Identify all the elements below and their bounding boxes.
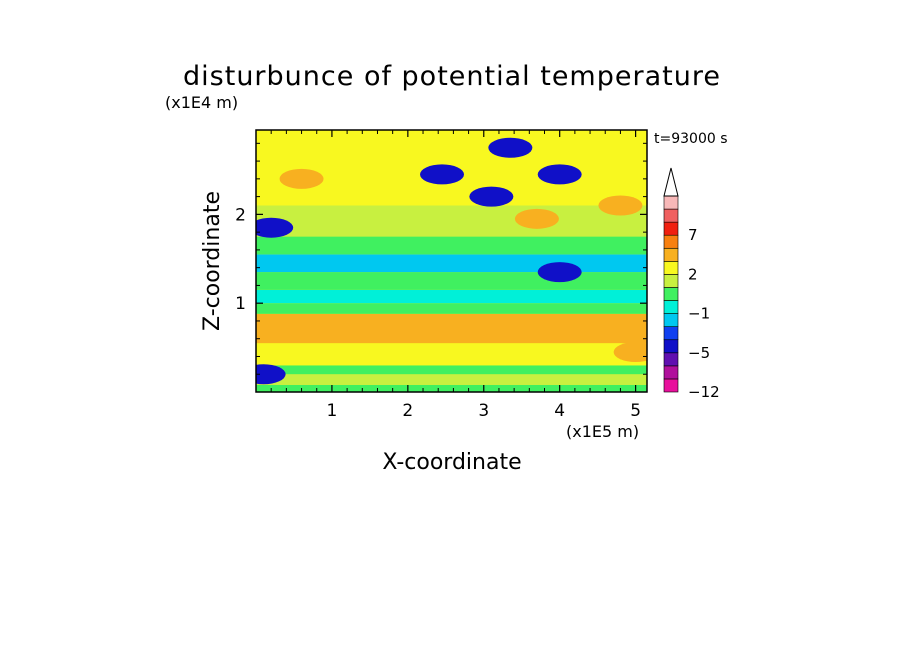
colorbar-swatch	[663, 234, 679, 249]
field-band	[256, 254, 647, 273]
colorbar-swatch	[663, 195, 679, 210]
field-band	[256, 313, 647, 344]
colorbar-swatch	[663, 287, 679, 301]
x-tick-label: 4	[554, 401, 565, 421]
colorbar-swatch	[663, 352, 679, 367]
colorbar-swatch	[663, 274, 679, 288]
field-band	[256, 289, 647, 304]
field-band	[256, 303, 647, 314]
x-axis-unit: (x1E5 m)	[566, 422, 639, 441]
field-blob	[256, 217, 294, 238]
field-blob	[514, 208, 559, 229]
colorbar-swatch	[663, 339, 679, 354]
colorbar-swatch	[663, 247, 679, 262]
colorbar-label: −5	[688, 344, 710, 362]
x-tick-label: 2	[402, 401, 413, 421]
field-band	[256, 343, 647, 366]
colorbar-extend-arrow	[663, 167, 679, 197]
field-blob	[420, 164, 465, 185]
colorbar-swatch	[663, 378, 679, 393]
field-band	[256, 205, 647, 237]
field-blob	[256, 364, 286, 385]
time-label: t=93000 s	[654, 131, 728, 147]
colorbar-label: −1	[688, 305, 710, 323]
field-band	[256, 384, 647, 392]
y-tick-label: 1	[235, 294, 246, 314]
tick-labels: 1 2 3 4 5 1 2	[235, 205, 641, 421]
x-tick-label: 3	[478, 401, 489, 421]
field-band	[256, 365, 647, 375]
plot-frame	[255, 129, 648, 393]
x-tick-label: 1	[327, 401, 338, 421]
contour-field	[256, 130, 647, 392]
colorbar-swatch	[663, 313, 679, 327]
colorbar-label: −12	[688, 383, 720, 401]
field-blob	[488, 137, 533, 158]
colorbar-swatch	[663, 365, 679, 380]
x-axis-label: X-coordinate	[382, 450, 521, 475]
field-blob	[537, 164, 582, 185]
field-band	[256, 236, 647, 255]
colorbar-swatch	[663, 300, 679, 314]
field-band	[256, 374, 647, 385]
colorbar-label: 7	[688, 226, 698, 244]
colorbar: 7 2 −1 −5 −12	[663, 167, 720, 401]
colorbar-swatch	[663, 221, 679, 236]
field-blob	[598, 195, 643, 216]
field-blob	[613, 342, 647, 363]
field-blob	[537, 262, 582, 283]
colorbar-swatch	[663, 208, 679, 223]
field-band	[256, 272, 647, 290]
colorbar-label: 2	[688, 265, 698, 283]
y-axis-label: Z-coordinate	[200, 191, 225, 331]
field-blob	[469, 186, 514, 207]
y-tick-label: 2	[235, 205, 246, 225]
axis-ticks	[256, 130, 647, 392]
field-blob	[279, 168, 324, 189]
colorbar-swatch	[663, 326, 679, 341]
colorbar-swatch	[663, 261, 679, 275]
x-tick-label: 5	[630, 401, 641, 421]
chart-title: disturbunce of potential temperature	[183, 61, 721, 92]
y-axis-unit: (x1E4 m)	[165, 93, 238, 112]
